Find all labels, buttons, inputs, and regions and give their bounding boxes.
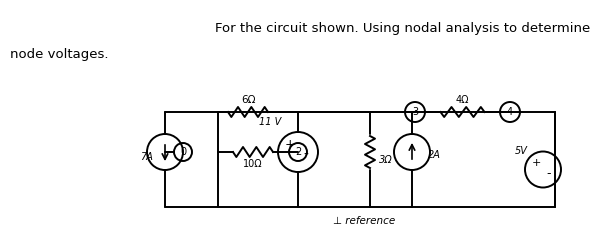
Text: 0: 0: [180, 147, 186, 157]
Text: 10Ω: 10Ω: [243, 159, 263, 169]
Text: 7A: 7A: [141, 152, 153, 162]
Text: For the circuit shown. Using nodal analysis to determine: For the circuit shown. Using nodal analy…: [215, 22, 590, 35]
Text: 3: 3: [412, 107, 418, 117]
Text: ⊥ reference: ⊥ reference: [333, 216, 395, 226]
Text: 4Ω: 4Ω: [456, 95, 470, 105]
Text: -: -: [303, 148, 308, 162]
Text: 6Ω: 6Ω: [241, 95, 255, 105]
Text: 11 V: 11 V: [259, 117, 281, 127]
Text: 4: 4: [507, 107, 513, 117]
Text: -: -: [547, 167, 551, 180]
Text: +: +: [531, 158, 541, 167]
Text: 2: 2: [295, 147, 301, 157]
Text: 3Ω: 3Ω: [379, 155, 393, 165]
Text: node voltages.: node voltages.: [10, 48, 108, 61]
Text: 5V: 5V: [515, 147, 527, 156]
Text: +: +: [284, 137, 295, 150]
Text: 2A: 2A: [428, 150, 440, 160]
